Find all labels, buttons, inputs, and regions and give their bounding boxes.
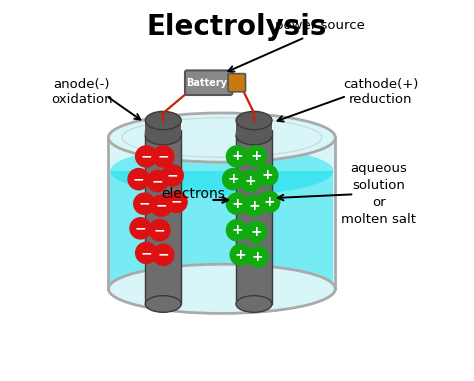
Text: Electrolysis: Electrolysis	[147, 13, 327, 41]
Text: aqueous
solution
or
molten salt: aqueous solution or molten salt	[341, 162, 416, 226]
Text: −: −	[133, 172, 145, 186]
Circle shape	[162, 165, 183, 186]
Text: −: −	[155, 199, 167, 213]
Circle shape	[128, 168, 149, 190]
Circle shape	[147, 170, 168, 192]
Circle shape	[153, 244, 174, 266]
Ellipse shape	[109, 264, 335, 314]
Ellipse shape	[236, 126, 272, 145]
Text: −: −	[154, 223, 165, 237]
Bar	[146, 130, 181, 304]
FancyBboxPatch shape	[185, 70, 232, 95]
Circle shape	[153, 146, 174, 167]
Text: −: −	[140, 246, 152, 260]
Circle shape	[230, 244, 251, 266]
Text: +: +	[248, 199, 260, 213]
Ellipse shape	[110, 146, 333, 195]
Circle shape	[258, 191, 280, 213]
Bar	[236, 120, 272, 136]
Text: −: −	[157, 248, 169, 262]
Ellipse shape	[146, 296, 181, 312]
Circle shape	[244, 195, 264, 216]
Text: +: +	[252, 250, 264, 264]
Circle shape	[223, 168, 244, 190]
Bar	[146, 120, 181, 136]
Circle shape	[240, 170, 261, 192]
Circle shape	[149, 219, 170, 241]
Text: power source: power source	[275, 19, 365, 32]
Circle shape	[227, 193, 247, 215]
Circle shape	[247, 246, 268, 267]
Circle shape	[134, 193, 155, 215]
Text: +: +	[264, 195, 275, 209]
Circle shape	[227, 146, 247, 167]
Text: +: +	[228, 172, 239, 186]
Text: anode(-)
oxidation: anode(-) oxidation	[51, 78, 113, 106]
Text: +: +	[231, 197, 243, 211]
Ellipse shape	[109, 113, 335, 162]
Text: +: +	[250, 149, 262, 163]
Bar	[110, 171, 333, 289]
Text: −: −	[140, 149, 152, 163]
Text: +: +	[231, 149, 243, 163]
Circle shape	[246, 221, 266, 243]
Text: −: −	[167, 168, 179, 182]
Ellipse shape	[110, 264, 333, 314]
Text: −: −	[157, 149, 169, 163]
Ellipse shape	[146, 111, 181, 130]
Circle shape	[166, 191, 187, 213]
FancyBboxPatch shape	[228, 74, 246, 92]
Text: +: +	[245, 174, 256, 188]
Text: −: −	[135, 221, 146, 235]
Ellipse shape	[146, 126, 181, 145]
Text: +: +	[250, 225, 262, 239]
Text: −: −	[171, 195, 182, 209]
Ellipse shape	[236, 296, 272, 312]
Bar	[109, 138, 335, 289]
Text: +: +	[231, 223, 243, 237]
Bar	[236, 130, 272, 304]
Text: cathode(+)
reduction: cathode(+) reduction	[343, 78, 419, 106]
Circle shape	[130, 218, 151, 239]
Circle shape	[256, 165, 278, 186]
Circle shape	[227, 219, 247, 241]
Text: +: +	[262, 168, 273, 182]
Circle shape	[151, 195, 172, 216]
Text: electrons: electrons	[162, 187, 226, 201]
Text: Battery: Battery	[186, 78, 227, 88]
Ellipse shape	[236, 111, 272, 130]
Text: −: −	[138, 197, 150, 211]
Circle shape	[136, 146, 157, 167]
Text: −: −	[152, 174, 164, 188]
Circle shape	[246, 146, 266, 167]
Text: +: +	[235, 248, 246, 262]
Circle shape	[136, 242, 157, 264]
